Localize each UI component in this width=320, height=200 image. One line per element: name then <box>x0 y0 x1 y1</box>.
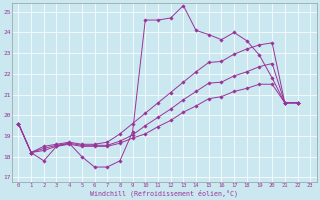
X-axis label: Windchill (Refroidissement éolien,°C): Windchill (Refroidissement éolien,°C) <box>90 189 238 197</box>
